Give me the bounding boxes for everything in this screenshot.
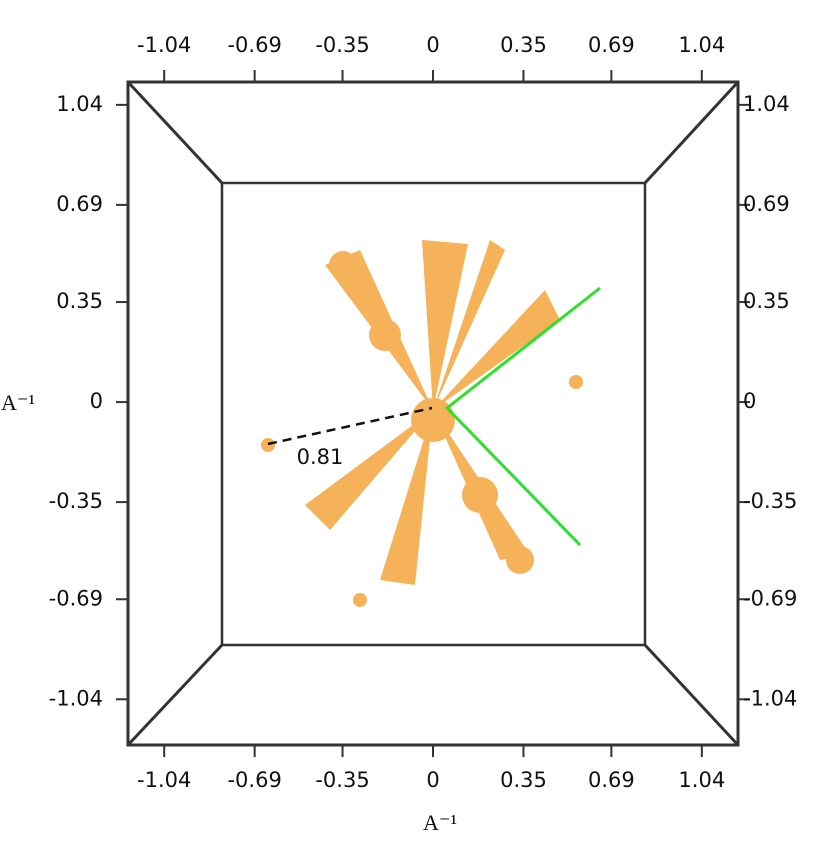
y-tick-label: 0.69 [56, 192, 103, 216]
x-tick-label: -0.35 [315, 768, 369, 792]
y-tick-label: 0 [90, 389, 103, 413]
y-tick-label: -1.04 [49, 686, 103, 710]
x-tick-label: 0.69 [588, 33, 635, 57]
y-tick-label: 1.04 [56, 92, 103, 116]
y-tick-label: 0.35 [743, 289, 790, 313]
x-tick-label: 0.69 [588, 768, 635, 792]
measure-lines [267, 286, 601, 547]
y-tick-label: -0.69 [49, 586, 103, 610]
y-tick-label: -0.35 [49, 489, 103, 513]
y-axis-label: A⁻¹ [1, 390, 35, 415]
y-tick-label: 0.69 [743, 192, 790, 216]
y-tick-label: -0.35 [743, 489, 797, 513]
x-tick-label: 0.35 [500, 33, 547, 57]
x-tick-label: 1.04 [678, 768, 725, 792]
x-tick-label: -1.04 [137, 768, 191, 792]
x-tick-label: -0.69 [227, 33, 281, 57]
x-axis-label: A⁻¹ [423, 810, 457, 835]
x-tick-label: -0.69 [227, 768, 281, 792]
diffraction-pattern [261, 240, 583, 607]
x-tick-label: -1.04 [137, 33, 191, 57]
y-tick-label: -0.69 [743, 586, 797, 610]
x-tick-label: 1.04 [678, 33, 725, 57]
y-tick-label: -1.04 [743, 686, 797, 710]
x-tick-label: 0 [426, 33, 439, 57]
y-tick-label: 1.04 [743, 92, 790, 116]
y-tick-label: 0.35 [56, 289, 103, 313]
y-tick-label: 0 [743, 389, 756, 413]
x-tick-label: -0.35 [315, 33, 369, 57]
annotation: 0.81 [297, 445, 344, 469]
x-tick-label: 0 [426, 768, 439, 792]
x-tick-label: 0.35 [500, 768, 547, 792]
